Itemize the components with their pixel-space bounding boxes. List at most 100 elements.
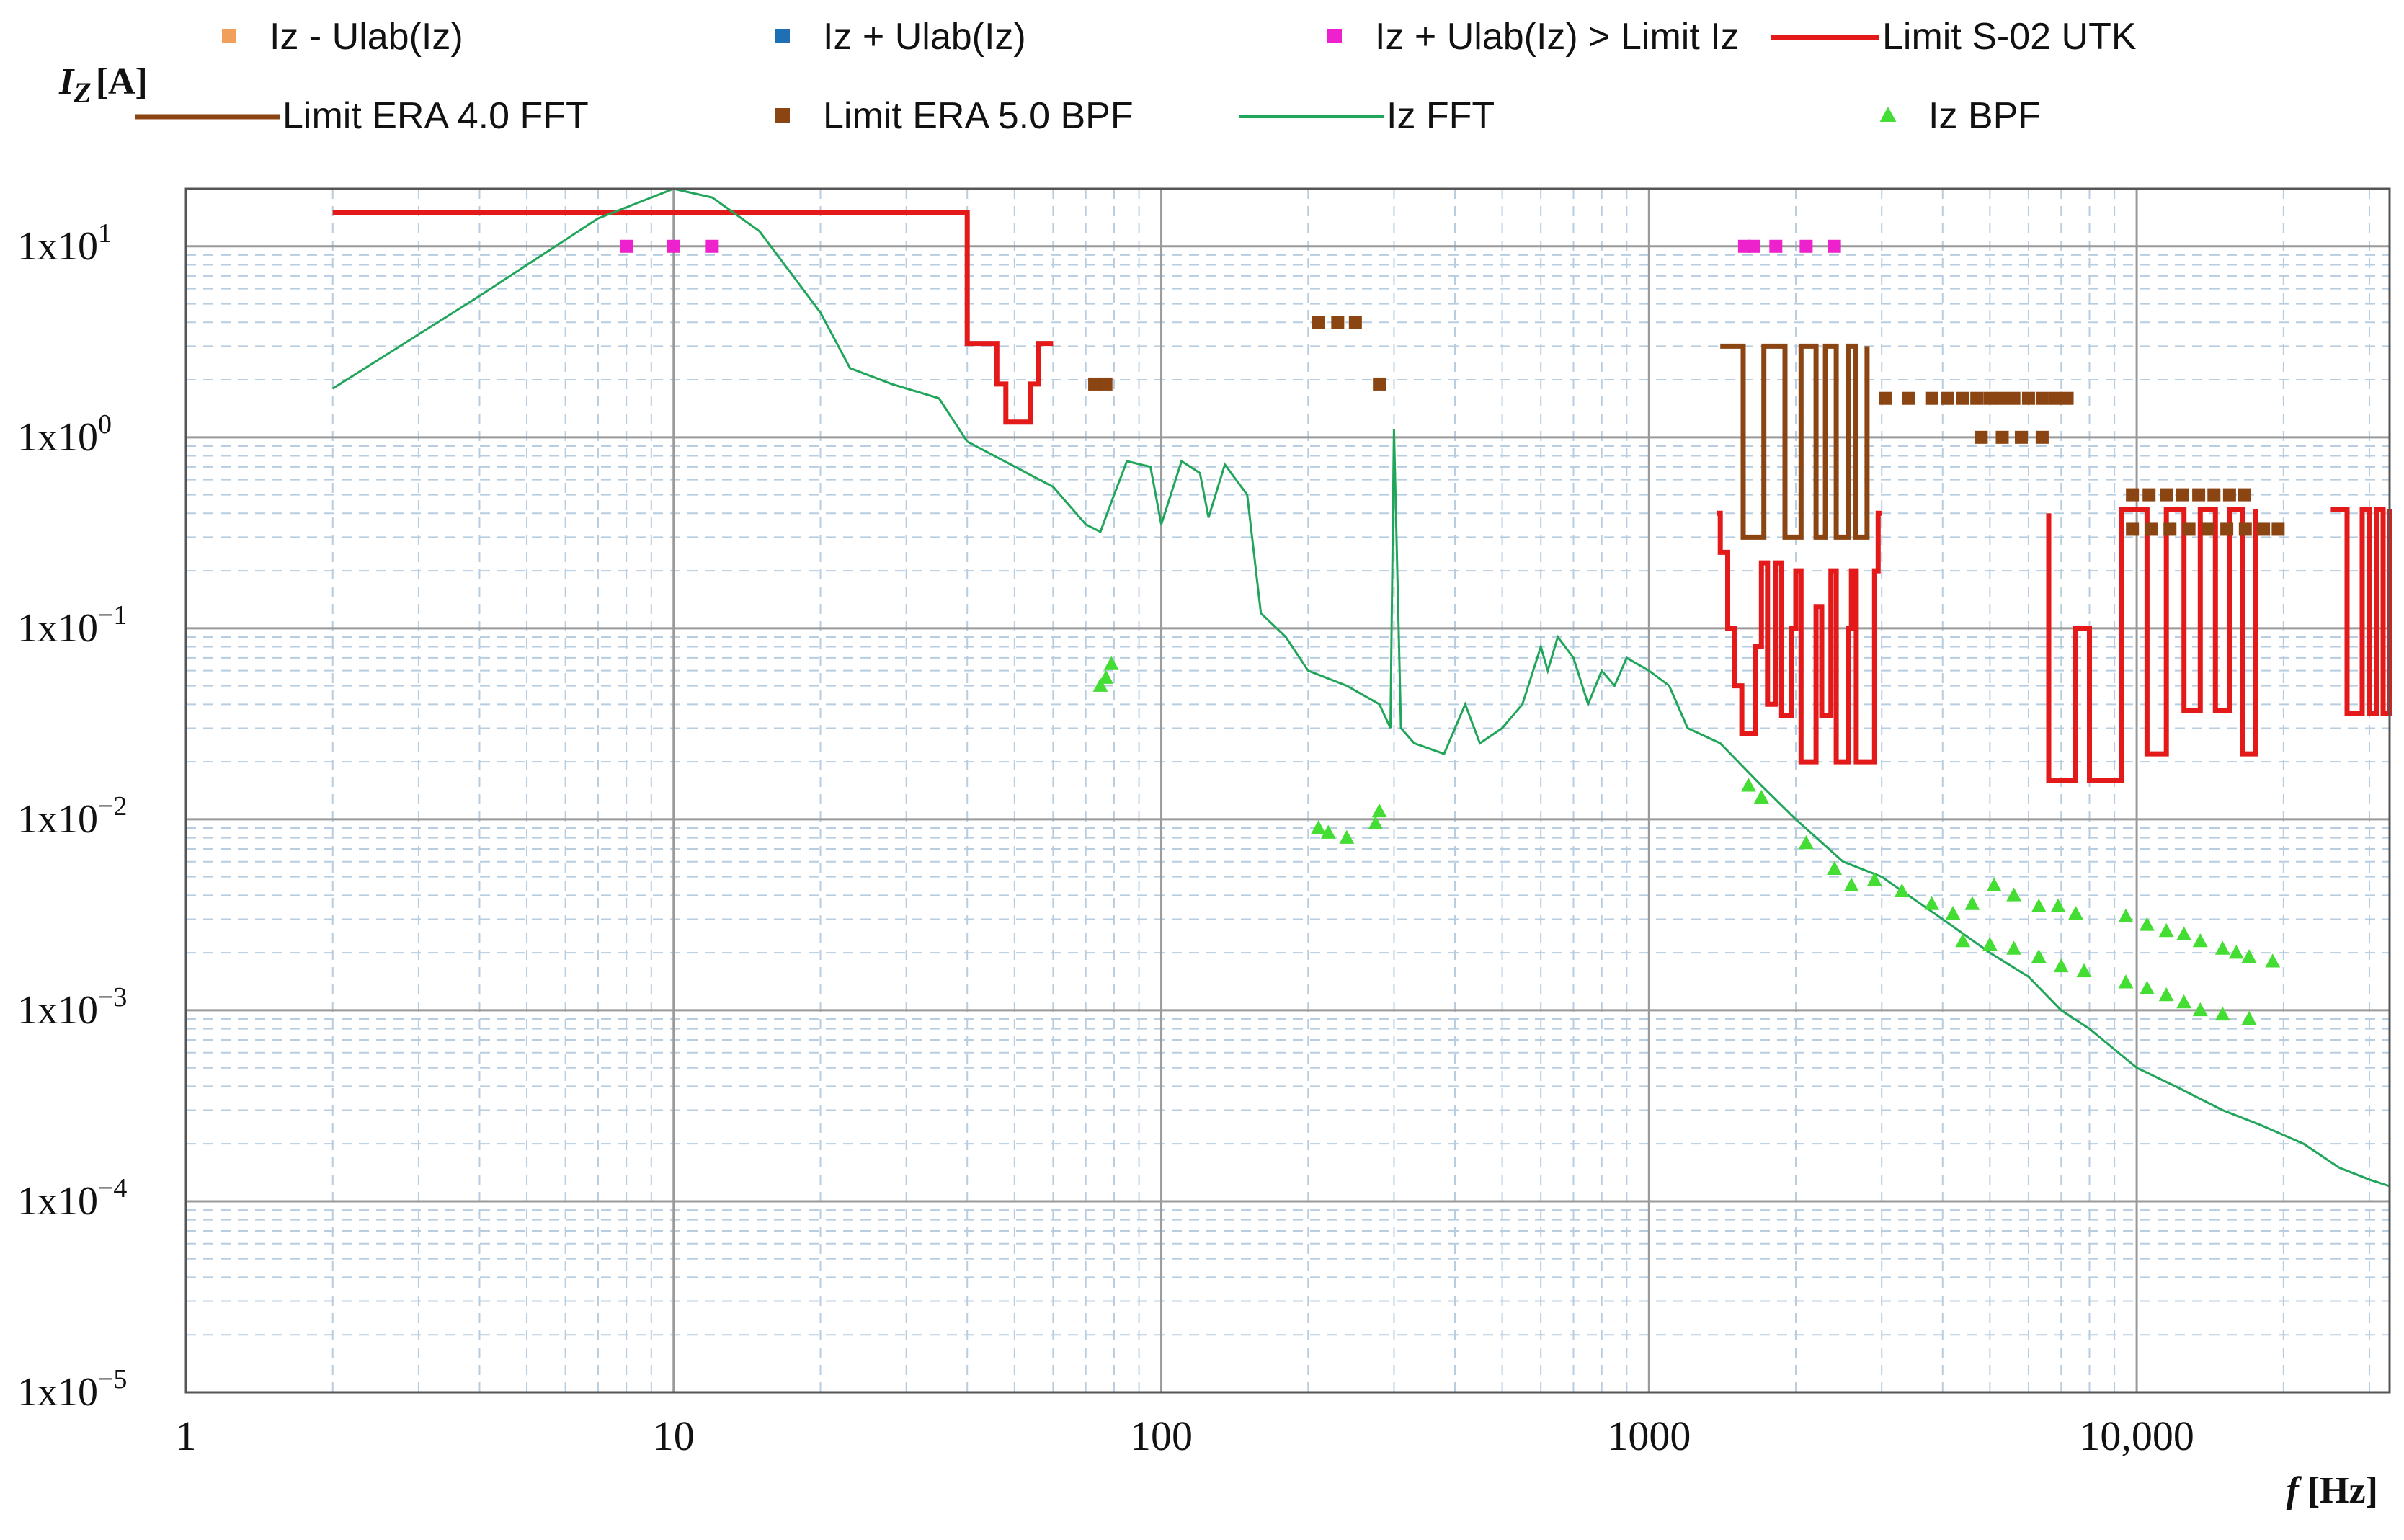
iz_bpf-point [2192, 933, 2208, 948]
iz_bpf-point [1986, 877, 2002, 892]
iz_fft-legend-label: Iz FFT [1386, 95, 1495, 137]
iz_bpf-point [1827, 860, 1843, 875]
limit_era5-point [2060, 391, 2074, 405]
limit_s02-line [1717, 510, 1882, 765]
limit_era4-legend-label: Limit ERA 4.0 FFT [282, 95, 589, 137]
y-tick-label: 1x10−3 [17, 982, 127, 1033]
limit_era5-point [2220, 522, 2234, 536]
iz_bpf-point [1964, 896, 1980, 910]
iz_plus-legend-marker [775, 29, 790, 43]
limit_era5-legend-marker [775, 108, 790, 123]
iz_bpf-point [1320, 824, 1336, 839]
iz_bpf-legend-marker [1879, 107, 1897, 122]
iz_bpf-point [2176, 926, 2192, 940]
limit_s02-line [332, 210, 1054, 425]
limit_era5-point [1902, 391, 1915, 405]
limit_era5-point [2257, 522, 2271, 536]
x-axis-title: f [Hz] [2287, 1470, 2379, 1511]
y-tick-exponent: −1 [98, 600, 127, 631]
y-tick-base: 1x10 [17, 606, 98, 651]
limit_era5-point [1348, 316, 1362, 329]
iz_bpf-point [2031, 898, 2047, 912]
y-tick-base: 1x10 [17, 1370, 98, 1415]
iz_bpf-point [2241, 949, 2257, 963]
legend-item-iz_plus: Iz + Ulab(Iz) [775, 16, 1026, 58]
iz_bpf-point [2158, 987, 2174, 1002]
iz_bpf-point [2006, 940, 2022, 955]
limit_era5-point [2163, 522, 2177, 536]
series-limit_s02 [332, 210, 2392, 783]
limit_era5-point [1995, 430, 2009, 444]
y-tick-label: 1x10−1 [17, 600, 127, 651]
iz_bpf-point [2068, 906, 2083, 920]
iz_bpf-point [2139, 917, 2155, 931]
limit_era5-point [2126, 522, 2140, 536]
series-limit_era5 [1088, 316, 2285, 536]
series-iz_fft [331, 187, 2390, 1188]
limit_era5-point [1312, 316, 1325, 329]
iz_bpf-point [1103, 656, 1119, 670]
minor-grid [186, 189, 2390, 1392]
iz_plus-legend-label: Iz + Ulab(Iz) [823, 16, 1026, 58]
series-iz_bpf [1092, 656, 2281, 1025]
y-tick-base: 1x10 [17, 415, 98, 460]
iz_bpf-point [1843, 877, 1859, 892]
limit_era5-point [1879, 391, 1892, 405]
y-tick-exponent: −3 [98, 982, 127, 1012]
limit_era5-point [1995, 391, 2009, 405]
y-tick-base: 1x10 [17, 988, 98, 1033]
iz_bpf-point [1753, 789, 1769, 804]
legend-item-iz_exceed: Iz + Ulab(Iz) > Limit Iz [1327, 16, 1740, 58]
x-tick-label: 1000 [1607, 1412, 1691, 1459]
limit_s02-line [2330, 507, 2392, 716]
limit_era5-point [2238, 522, 2252, 536]
iz_exceed-point [620, 239, 633, 253]
limit_era5-point [2207, 488, 2221, 502]
iz_fft-line [331, 187, 2390, 1188]
plot-frame [184, 187, 2391, 1394]
limit_era5-point [1925, 391, 1938, 405]
y-tick-exponent: −2 [98, 791, 127, 822]
iz_exceed-point [1747, 239, 1760, 253]
legend-item-iz_fft: Iz FFT [1239, 95, 1495, 137]
iz_bpf-point [2053, 958, 2069, 973]
y-tick-exponent: −4 [98, 1173, 127, 1203]
limit_s02-legend-label: Limit S-02 UTK [1882, 16, 2137, 58]
limit_era5-point [1975, 430, 1988, 444]
limit_era5-point [2201, 522, 2214, 536]
limit_era5-legend-label: Limit ERA 5.0 BPF [823, 95, 1134, 137]
iz_bpf-point [2265, 953, 2281, 968]
limit_era5-point [2007, 391, 2021, 405]
iz_exceed-point [1799, 239, 1813, 253]
iz_exceed-point [1769, 239, 1783, 253]
iz_bpf-point [2118, 908, 2134, 922]
iz_bpf-point [2176, 994, 2192, 1009]
limit_era5-point [2238, 488, 2251, 502]
iz_bpf-point [2228, 945, 2244, 959]
legend-item-iz_minus: Iz - Ulab(Iz) [222, 16, 463, 58]
y-tick-exponent: −5 [98, 1364, 127, 1394]
limit_era5-point [1099, 377, 1113, 391]
iz_bpf-point [1866, 872, 1882, 886]
iz_exceed-point [705, 239, 719, 253]
iz_bpf-point [1955, 933, 1971, 948]
y-axis-sub: Z [73, 76, 91, 109]
limit_era5-point [2048, 391, 2062, 405]
iz_bpf-point [1339, 829, 1355, 844]
series-iz_exceed [620, 239, 1841, 253]
x-tick-label: 10,000 [2079, 1412, 2194, 1459]
legend-item-limit_era4: Limit ERA 4.0 FFT [135, 95, 589, 137]
x-axis-unit: [Hz] [2307, 1470, 2378, 1511]
limit_era5-point [2160, 488, 2173, 502]
y-axis-var: I [58, 61, 75, 102]
iz_bpf-point [2031, 949, 2047, 963]
iz_bpf-point [1945, 906, 1961, 920]
iz_bpf-point [1741, 778, 1756, 792]
x-tick-label: 100 [1130, 1412, 1193, 1459]
series-limit_era4 [1720, 343, 1870, 540]
y-tick-label: 1x10−4 [17, 1173, 127, 1224]
limit_era5-point [2192, 488, 2206, 502]
iz_bpf-point [2214, 1006, 2230, 1021]
